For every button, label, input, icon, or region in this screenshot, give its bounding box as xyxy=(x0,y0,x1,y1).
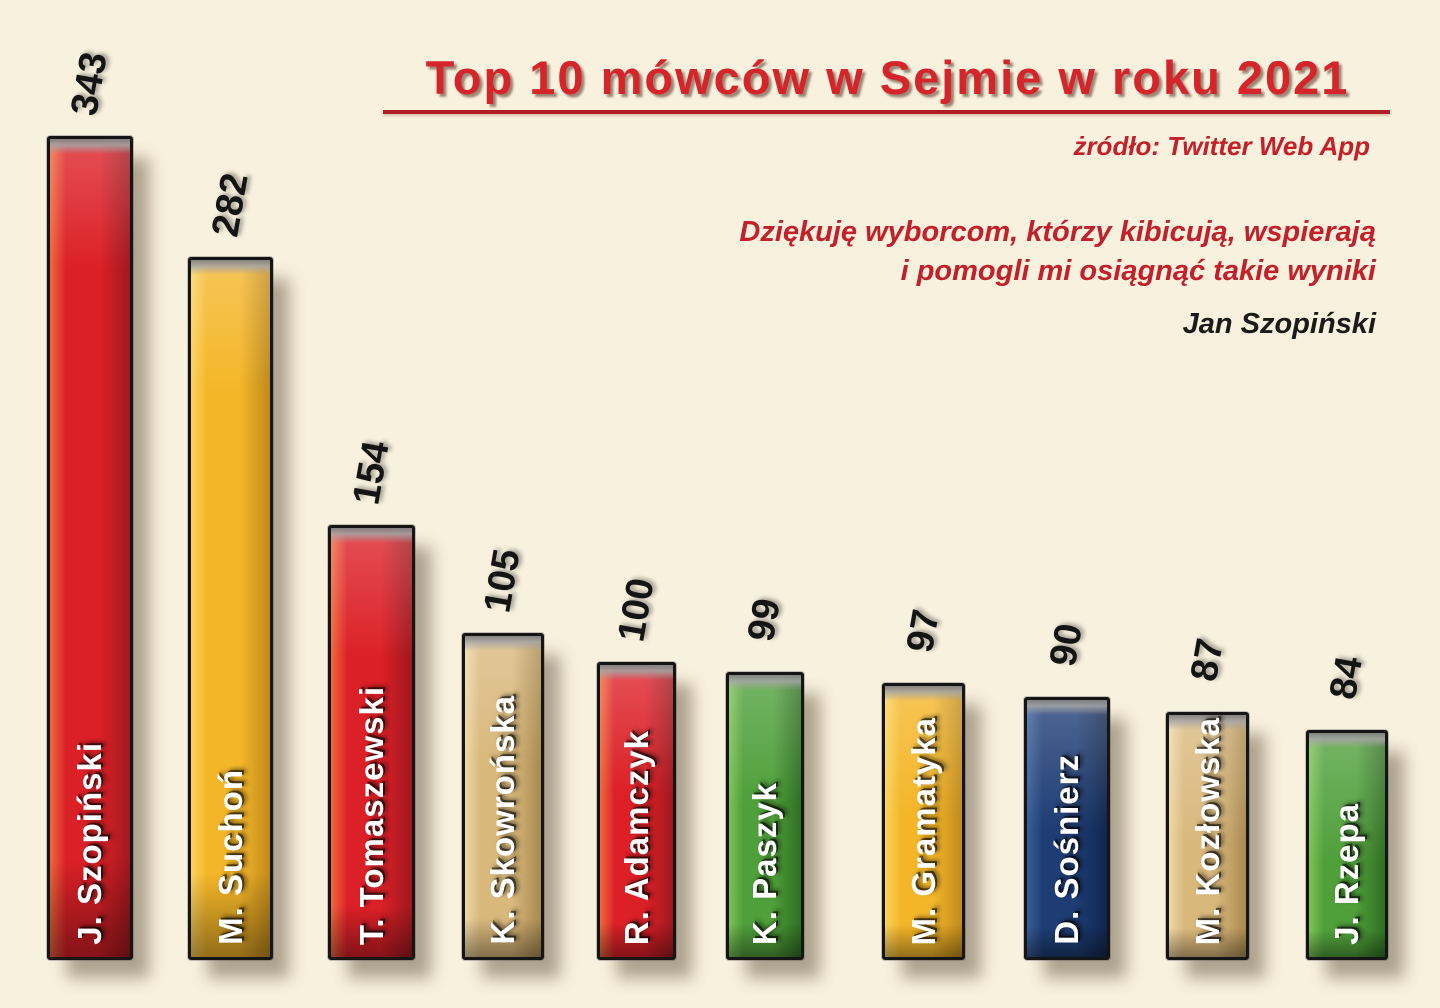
bar-rank-1: J. Szopiński xyxy=(47,136,133,960)
bar-value-label: 100 xyxy=(609,575,663,645)
bar-rank-3: T. Tomaszewski xyxy=(328,525,415,960)
bar-rank-10: J. Rzepa xyxy=(1306,730,1388,960)
quote-line-1: Dziękuję wyborcom, którzy kibicują, wspi… xyxy=(739,216,1376,248)
bar-value-label: 105 xyxy=(476,546,529,616)
bar-value-label: 282 xyxy=(203,170,257,240)
bar-rank-7: M. Gramatyka xyxy=(882,683,965,960)
bar-name-label: M. Kozłowska xyxy=(1188,716,1226,945)
bar-value-label: 84 xyxy=(1322,653,1371,703)
bar-value-label: 154 xyxy=(344,438,398,508)
bar-name-label: J. Szopiński xyxy=(71,742,108,945)
bar-rank-2: M. Suchoń xyxy=(188,257,273,960)
bar-value-label: 87 xyxy=(1182,635,1232,685)
bar-name-label: D. Sośnierz xyxy=(1048,754,1085,945)
quote-line-2: i pomogli mi osiągnąć takie wyniki xyxy=(900,255,1376,287)
source-label: żródło: Twitter Web App xyxy=(1073,131,1370,161)
bar-name-label: R. Adamczyk xyxy=(617,729,655,945)
bar-rank-5: R. Adamczyk xyxy=(597,662,676,960)
bar-rank-8: D. Sośnierz xyxy=(1024,697,1110,960)
bar-value-label: 343 xyxy=(63,49,116,119)
bar-name-label: T. Tomaszewski xyxy=(352,685,390,945)
chart-title: Top 10 mówców w Sejmie w roku 2021 xyxy=(425,51,1350,104)
bar-name-label: J. Rzepa xyxy=(1328,803,1365,945)
bar-value-label: 99 xyxy=(740,595,789,645)
bar-rank-6: K. Paszyk xyxy=(726,672,804,960)
bar-name-label: M. Gramatyka xyxy=(904,716,942,945)
bar-rank-4: K. Skowrońska xyxy=(462,633,544,960)
bar-rank-9: M. Kozłowska xyxy=(1166,712,1249,960)
bar-value-label: 97 xyxy=(898,606,948,656)
quote-block: Dziękuję wyborcom, którzy kibicują, wspi… xyxy=(739,213,1376,344)
title-underline xyxy=(383,110,1390,114)
bar-name-label: K. Skowrońska xyxy=(484,695,521,945)
bar-value-label: 90 xyxy=(1042,620,1091,670)
quote-author: Jan Szopiński xyxy=(1182,308,1376,340)
bar-name-label: M. Suchoń xyxy=(211,769,249,945)
bar-name-label: K. Paszyk xyxy=(746,781,783,945)
